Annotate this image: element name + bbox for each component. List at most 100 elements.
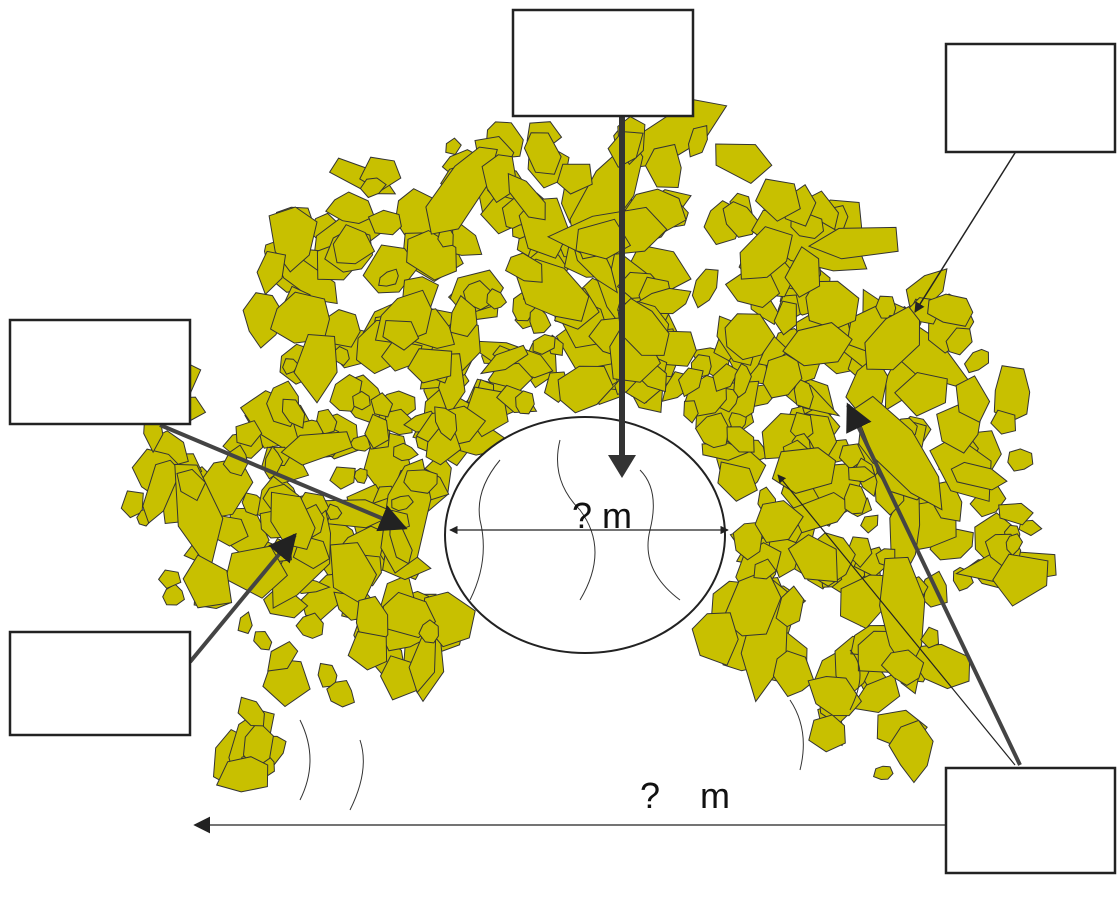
rock (789, 411, 814, 443)
rock (733, 363, 752, 399)
rock (787, 534, 838, 583)
rock (317, 662, 338, 688)
arrow (188, 532, 297, 664)
rock (715, 143, 773, 185)
label-box (944, 42, 1117, 154)
rock (722, 201, 759, 238)
rock (1018, 519, 1043, 537)
rock (182, 554, 233, 609)
rock (724, 313, 776, 361)
rock (235, 420, 263, 447)
rock (677, 367, 704, 398)
rock (507, 172, 546, 221)
rock (575, 218, 632, 260)
rock (807, 226, 899, 260)
rock (754, 500, 804, 544)
rock (253, 630, 273, 651)
rock (425, 146, 498, 235)
rock (529, 304, 552, 334)
rock (332, 224, 376, 265)
rock (1005, 533, 1024, 557)
rock (295, 612, 324, 639)
rock (329, 466, 356, 490)
rock (683, 400, 699, 424)
rock (370, 392, 394, 418)
arrow (914, 144, 1021, 313)
rock (162, 583, 185, 606)
rock (434, 406, 458, 442)
inner-width-label: ? m (572, 495, 632, 536)
arrow-head (608, 455, 636, 478)
arrow (846, 402, 1022, 766)
rock (325, 503, 343, 521)
rock (775, 585, 805, 628)
rock (557, 365, 614, 414)
rock (237, 696, 265, 727)
rock (772, 650, 815, 698)
rock (992, 553, 1049, 607)
rock (382, 319, 420, 351)
rock (523, 132, 562, 175)
rock (808, 714, 846, 753)
rock (392, 442, 419, 462)
rock (352, 390, 371, 411)
rock (880, 649, 925, 686)
rock (844, 483, 868, 515)
rock (280, 431, 354, 466)
rock (1007, 448, 1034, 472)
rock (267, 640, 299, 672)
rock (888, 719, 934, 784)
rock (176, 468, 207, 502)
rock (347, 631, 388, 671)
tunnel-opening (444, 416, 726, 654)
rock (955, 375, 991, 423)
rock (993, 365, 1031, 423)
label-box (8, 630, 192, 737)
rock (717, 461, 758, 502)
rock (215, 756, 269, 793)
rock (726, 426, 755, 453)
rock (694, 412, 730, 449)
rock (445, 137, 462, 156)
rock (325, 191, 375, 225)
rock (691, 612, 739, 666)
rock (784, 246, 821, 298)
rock (353, 467, 368, 484)
rock (732, 522, 763, 561)
rock (872, 765, 894, 781)
rock (515, 390, 535, 415)
rock (364, 413, 390, 450)
rock (712, 363, 740, 392)
rock (644, 143, 682, 189)
label-box (511, 8, 695, 118)
rock (771, 447, 837, 494)
rock (782, 322, 853, 367)
arrow (777, 474, 1016, 766)
rock (739, 226, 793, 280)
rock (157, 569, 182, 590)
rock (403, 469, 438, 494)
rock (875, 295, 897, 319)
rock (359, 177, 387, 199)
rock (687, 124, 708, 158)
rock (945, 327, 973, 356)
rock (293, 333, 338, 404)
rock (256, 250, 287, 296)
rock (773, 300, 797, 336)
rock (691, 268, 719, 309)
rock (326, 679, 355, 708)
rock (850, 673, 901, 714)
rock (378, 268, 399, 287)
rock (418, 619, 439, 644)
rock (990, 409, 1017, 435)
rock (894, 371, 948, 417)
rock (486, 288, 508, 310)
rock-mass (120, 98, 1057, 793)
rock (556, 163, 593, 195)
rock (864, 306, 921, 371)
rock (329, 542, 378, 606)
rock (753, 558, 777, 580)
rock (920, 626, 940, 649)
